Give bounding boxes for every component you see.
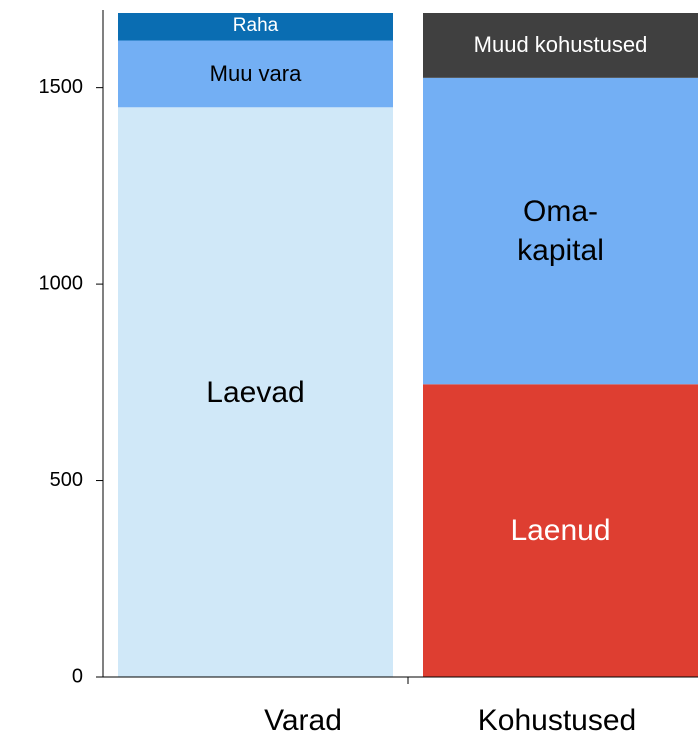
bar-segment: [118, 40, 393, 108]
bar-segment: [423, 384, 698, 677]
y-tick-label: 1500: [39, 76, 84, 98]
bar-segment: [423, 77, 698, 385]
y-tick-label: 0: [72, 665, 83, 687]
y-tick-label: 500: [50, 469, 83, 491]
bar-segment: [118, 107, 393, 678]
bar-segment: [118, 13, 393, 41]
bar-segment: [423, 13, 698, 78]
x-tick-label: Kohustused: [478, 704, 636, 736]
x-tick-label: Varad: [264, 704, 342, 736]
y-tick-label: 1000: [39, 272, 84, 294]
